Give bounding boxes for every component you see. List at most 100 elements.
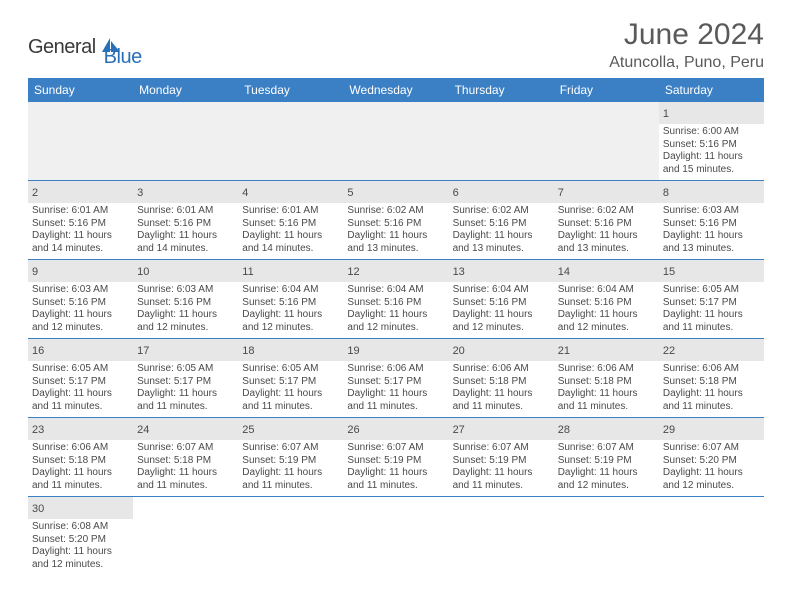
calendar-day-cell: 4 Sunrise: 6:01 AMSunset: 5:16 PMDaylight… <box>238 181 343 260</box>
day-number: 5 <box>347 187 353 199</box>
calendar-day-cell: 14 Sunrise: 6:04 AMSunset: 5:16 PMDayligh… <box>554 260 659 339</box>
calendar-day-cell: 16Sunrise: 6:05 AMSunset: 5:17 PMDayligh… <box>28 339 133 418</box>
day-number-bar: 17 <box>133 339 238 361</box>
day-number: 22 <box>663 345 675 357</box>
day-number-bar: 27 <box>449 418 554 440</box>
day-number-bar: 22 <box>659 339 764 361</box>
brand-text-general: General <box>28 36 96 59</box>
day-number: 4 <box>242 187 248 199</box>
day-number-bar: 21 <box>554 339 659 361</box>
calendar-day-cell: 18 Sunrise: 6:05 AMSunset: 5:17 PMDayligh… <box>238 339 343 418</box>
day-number-bar: 10 <box>133 260 238 282</box>
calendar-day-cell: 11 Sunrise: 6:04 AMSunset: 5:16 PMDayligh… <box>238 260 343 339</box>
day-number: 27 <box>453 424 465 436</box>
calendar-day-cell: 3 Sunrise: 6:01 AMSunset: 5:16 PMDaylight… <box>133 181 238 260</box>
day-number: 9 <box>32 266 38 278</box>
day-number: 21 <box>558 345 570 357</box>
day-number: 11 <box>242 266 253 278</box>
calendar-day-cell: 2 Sunrise: 6:01 AMSunset: 5:16 PMDaylight… <box>28 181 133 260</box>
day-number-bar: 26 <box>343 418 448 440</box>
day-details: Sunrise: 6:06 AMSunset: 5:18 PMDaylight:… <box>32 442 129 492</box>
calendar-week-row: 16 Sunrise: 6:05 AMSunset: 5:17 PMDayligh… <box>28 339 764 418</box>
brand-text-blue: Blue <box>104 46 142 68</box>
day-details: Sunrise: 6:05 AMSunset: 5:17 PMDaylight:… <box>137 363 234 413</box>
weekday-header: Wednesday <box>343 78 448 102</box>
day-details: Sunrise: 6:06 AMSunset: 5:18 PMDaylight:… <box>558 363 655 413</box>
calendar-day-cell <box>554 102 659 181</box>
calendar-day-cell: 6Sunrise: 6:02 AMSunset: 5:16 PMDaylight… <box>449 181 554 260</box>
day-number: 29 <box>663 424 675 436</box>
weekday-header: Friday <box>554 78 659 102</box>
day-details: Sunrise: 6:07 AMSunset: 5:19 PMDaylight:… <box>347 442 444 492</box>
day-number: 3 <box>137 187 143 199</box>
day-number: 24 <box>137 424 149 436</box>
day-number-bar: 4 <box>238 181 343 203</box>
day-details: Sunrise: 6:05 AMSunset: 5:17 PMDaylight:… <box>242 363 339 413</box>
calendar-day-cell <box>554 497 659 576</box>
day-details: Sunrise: 6:01 AMSunset: 5:16 PMDaylight:… <box>32 205 129 255</box>
day-details: Sunrise: 6:02 AMSunset: 5:16 PMDaylight:… <box>347 205 444 255</box>
day-details: Sunrise: 6:06 AMSunset: 5:18 PMDaylight:… <box>663 363 760 413</box>
day-details: Sunrise: 6:07 AMSunset: 5:18 PMDaylight:… <box>137 442 234 492</box>
day-details: Sunrise: 6:01 AMSunset: 5:16 PMDaylight:… <box>137 205 234 255</box>
day-number: 20 <box>453 345 465 357</box>
calendar-day-cell: 27 Sunrise: 6:07 AMSunset: 5:19 PMDayligh… <box>449 418 554 497</box>
day-details: Sunrise: 6:04 AMSunset: 5:16 PMDaylight:… <box>558 284 655 334</box>
calendar-day-cell <box>343 497 448 576</box>
day-number-bar: 14 <box>554 260 659 282</box>
day-number: 1 <box>663 108 669 120</box>
weekday-header: Tuesday <box>238 78 343 102</box>
calendar-day-cell <box>133 497 238 576</box>
day-details: Sunrise: 6:03 AMSunset: 5:16 PMDaylight:… <box>663 205 760 255</box>
day-number: 2 <box>32 187 38 199</box>
calendar-day-cell: 20Sunrise: 6:06 AMSunset: 5:18 PMDayligh… <box>449 339 554 418</box>
day-number: 17 <box>137 345 149 357</box>
calendar-day-cell: 17 Sunrise: 6:05 AMSunset: 5:17 PMDayligh… <box>133 339 238 418</box>
day-number: 10 <box>137 266 149 278</box>
calendar-day-cell: 26Sunrise: 6:07 AMSunset: 5:19 PMDayligh… <box>343 418 448 497</box>
calendar-day-cell <box>659 497 764 576</box>
day-details: Sunrise: 6:02 AMSunset: 5:16 PMDaylight:… <box>558 205 655 255</box>
day-details: Sunrise: 6:07 AMSunset: 5:19 PMDaylight:… <box>558 442 655 492</box>
day-number-bar: 9 <box>28 260 133 282</box>
day-details: Sunrise: 6:01 AMSunset: 5:16 PMDaylight:… <box>242 205 339 255</box>
day-number: 16 <box>32 345 44 357</box>
day-details: Sunrise: 6:08 AMSunset: 5:20 PMDaylight:… <box>32 521 129 571</box>
day-number-bar: 7 <box>554 181 659 203</box>
day-details: Sunrise: 6:07 AMSunset: 5:19 PMDaylight:… <box>453 442 550 492</box>
calendar-body: 1 Sunrise: 6:00 AMSunset: 5:16 PMDaylight… <box>28 102 764 575</box>
day-number-bar: 2 <box>28 181 133 203</box>
day-number-bar: 28 <box>554 418 659 440</box>
day-details: Sunrise: 6:00 AMSunset: 5:16 PMDaylight:… <box>663 126 760 176</box>
calendar-page: General Blue June 2024 Atuncolla, Puno, … <box>0 0 792 575</box>
day-number: 7 <box>558 187 564 199</box>
calendar-day-cell: 12Sunrise: 6:04 AMSunset: 5:16 PMDayligh… <box>343 260 448 339</box>
month-title: June 2024 <box>609 18 764 52</box>
day-details: Sunrise: 6:04 AMSunset: 5:16 PMDaylight:… <box>242 284 339 334</box>
day-number-bar: 8 <box>659 181 764 203</box>
day-number-bar: 29 <box>659 418 764 440</box>
calendar-day-cell: 9Sunrise: 6:03 AMSunset: 5:16 PMDaylight… <box>28 260 133 339</box>
calendar-day-cell: 22 Sunrise: 6:06 AMSunset: 5:18 PMDayligh… <box>659 339 764 418</box>
calendar-day-cell <box>449 497 554 576</box>
day-number: 18 <box>242 345 254 357</box>
day-number: 28 <box>558 424 570 436</box>
calendar-day-cell <box>238 102 343 181</box>
calendar-day-cell: 21 Sunrise: 6:06 AMSunset: 5:18 PMDayligh… <box>554 339 659 418</box>
calendar-table: Sunday Monday Tuesday Wednesday Thursday… <box>28 78 764 575</box>
day-number: 25 <box>242 424 254 436</box>
title-block: June 2024 Atuncolla, Puno, Peru <box>609 18 764 72</box>
weekday-header-row: Sunday Monday Tuesday Wednesday Thursday… <box>28 78 764 102</box>
day-details: Sunrise: 6:04 AMSunset: 5:16 PMDaylight:… <box>453 284 550 334</box>
calendar-day-cell: 15Sunrise: 6:05 AMSunset: 5:17 PMDayligh… <box>659 260 764 339</box>
calendar-day-cell: 8Sunrise: 6:03 AMSunset: 5:16 PMDaylight… <box>659 181 764 260</box>
calendar-day-cell: 30Sunrise: 6:08 AMSunset: 5:20 PMDayligh… <box>28 497 133 576</box>
calendar-day-cell: 10Sunrise: 6:03 AMSunset: 5:16 PMDayligh… <box>133 260 238 339</box>
day-number-bar: 11 <box>238 260 343 282</box>
day-number: 14 <box>558 266 570 278</box>
day-number: 23 <box>32 424 44 436</box>
day-number: 19 <box>347 345 359 357</box>
calendar-day-cell: 23 Sunrise: 6:06 AMSunset: 5:18 PMDayligh… <box>28 418 133 497</box>
day-details: Sunrise: 6:07 AMSunset: 5:19 PMDaylight:… <box>242 442 339 492</box>
calendar-week-row: 23 Sunrise: 6:06 AMSunset: 5:18 PMDayligh… <box>28 418 764 497</box>
